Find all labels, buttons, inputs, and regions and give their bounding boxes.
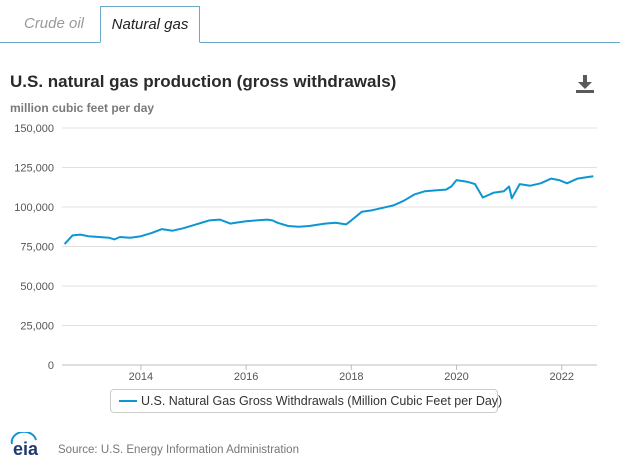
y-tick-label: 25,000 xyxy=(20,321,54,333)
y-tick-label: 0 xyxy=(48,360,54,372)
x-tick-label: 2018 xyxy=(339,371,363,383)
eia-logo: eia xyxy=(10,432,39,458)
y-tick-label: 50,000 xyxy=(20,281,54,293)
x-tick-label: 2020 xyxy=(444,371,468,383)
x-tick-label: 2022 xyxy=(550,371,574,383)
tab-crude-oil[interactable]: Crude oil xyxy=(23,15,85,32)
y-tick-label: 125,000 xyxy=(14,163,54,175)
source-note: Source: U.S. Energy Information Administ… xyxy=(58,444,299,456)
y-tick-label: 75,000 xyxy=(20,242,54,254)
x-tick-label: 2016 xyxy=(234,371,258,383)
y-tick-label: 150,000 xyxy=(14,123,54,135)
download-icon[interactable] xyxy=(574,74,596,94)
chart-title: U.S. natural gas production (gross withd… xyxy=(10,72,397,91)
tab-bar: Crude oil Natural gas xyxy=(0,0,620,43)
logo-text: eia xyxy=(13,439,39,458)
tab-natural-gas[interactable]: Natural gas xyxy=(100,6,200,43)
y-tick-label: 100,000 xyxy=(14,202,54,214)
series-line xyxy=(63,175,594,245)
x-tick-label: 2014 xyxy=(129,371,153,383)
legend-label: U.S. Natural Gas Gross Withdrawals (Mill… xyxy=(141,394,503,408)
legend[interactable]: U.S. Natural Gas Gross Withdrawals (Mill… xyxy=(110,389,502,413)
legend-swatch xyxy=(119,400,137,402)
unit-label: million cubic feet per day xyxy=(10,101,155,115)
